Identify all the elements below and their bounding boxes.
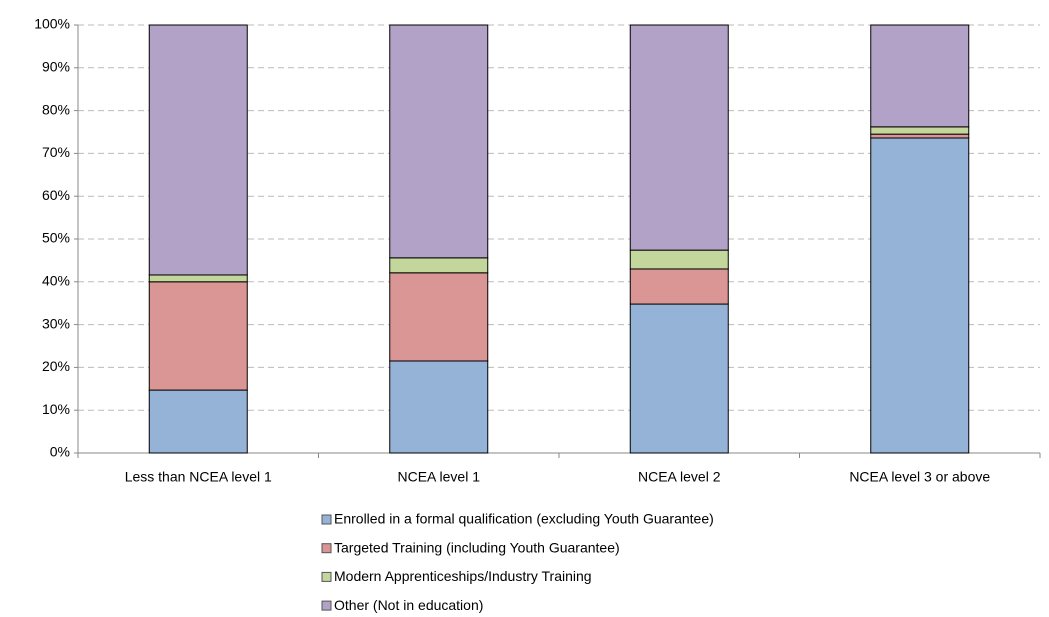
bar-segment [629,268,729,305]
y-tick-label: 80% [42,101,70,117]
bar-segment [629,24,729,251]
bar-segment [870,137,970,454]
bar-segment [148,24,248,276]
x-tick-label: NCEA level 2 [638,469,721,485]
legend-swatch [321,514,332,525]
bar-segment [870,24,970,128]
bar-segment [148,281,248,391]
y-tick-label: 50% [42,230,70,246]
legend-label: Other (Not in education) [334,597,483,613]
bar-segment [629,249,729,270]
y-tick-label: 30% [42,315,70,331]
legend-swatch [321,543,332,554]
bar-segment [870,126,970,135]
legend-label: Targeted Training (including Youth Guara… [334,539,620,555]
bar-segment [389,257,489,274]
bar-segment [629,303,729,454]
legend-swatch [321,571,332,582]
bar-segment [389,360,489,454]
bar-segment [870,133,970,139]
x-tick-label: NCEA level 1 [398,469,481,485]
bar-segment [148,389,248,454]
y-tick-label: 70% [42,144,70,160]
x-tick-label: NCEA level 3 or above [849,469,990,485]
y-tick-label: 10% [42,401,70,417]
x-tick-label: Less than NCEA level 1 [125,469,272,485]
y-tick-label: 40% [42,273,70,289]
legend-swatch [321,600,332,611]
y-tick-label: 20% [42,358,70,374]
y-tick-label: 0% [50,444,70,460]
bar-segment [389,24,489,259]
legend-label: Enrolled in a formal qualification (excl… [334,511,714,527]
bar-segment [389,272,489,362]
legend-label: Modern Apprenticeships/Industry Training [334,568,592,584]
y-tick-label: 90% [42,59,70,75]
bar-segment [148,274,248,283]
y-tick-label: 60% [42,187,70,203]
y-tick-label: 100% [34,16,70,32]
